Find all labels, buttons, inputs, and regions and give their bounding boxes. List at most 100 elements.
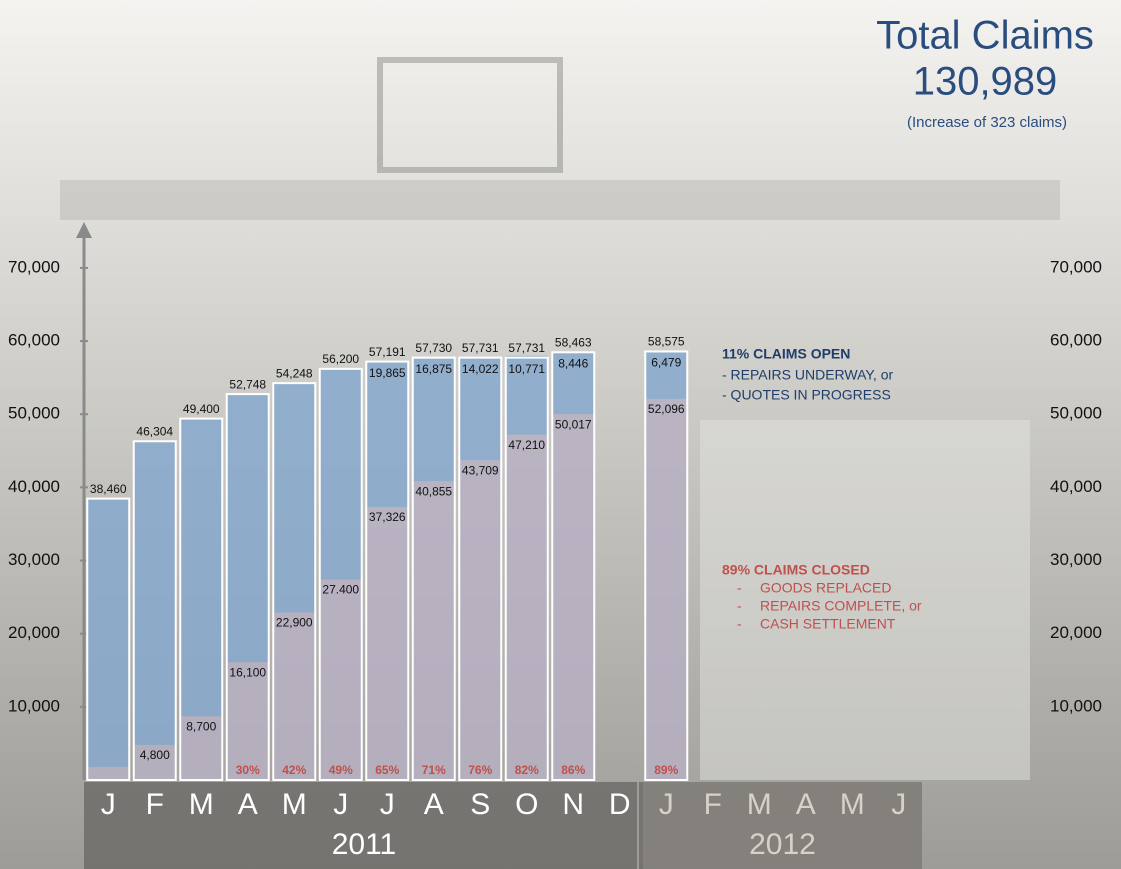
open-label: 14,022 bbox=[462, 362, 499, 376]
month-label: O bbox=[515, 788, 538, 821]
bar-outline bbox=[458, 356, 503, 781]
month-label: F bbox=[146, 788, 164, 821]
closed-segment bbox=[552, 414, 595, 780]
background-sign bbox=[377, 57, 563, 173]
month-label: M bbox=[282, 788, 307, 821]
closed-segment bbox=[366, 506, 409, 780]
increase-note: (Increase of 323 claims) bbox=[907, 114, 1067, 131]
closed-heading: 89% CLAIMS CLOSED bbox=[722, 562, 870, 578]
open-segment bbox=[133, 441, 176, 745]
closed-label: 37,326 bbox=[369, 510, 406, 524]
bar-outline bbox=[272, 382, 317, 781]
closed-segment bbox=[133, 744, 176, 780]
percent-label: 86% bbox=[561, 763, 585, 777]
open-label: 6,479 bbox=[651, 356, 681, 370]
total-label: 58,575 bbox=[648, 335, 685, 349]
closed-label: 16,100 bbox=[229, 665, 266, 679]
closed-segment bbox=[645, 398, 688, 780]
month-label: A bbox=[238, 788, 258, 821]
y-tick-label: 20,000 bbox=[8, 623, 60, 642]
open-segment bbox=[366, 361, 409, 507]
month-label: A bbox=[796, 788, 816, 821]
open-segment bbox=[319, 368, 362, 580]
year-label: 2012 bbox=[749, 828, 816, 861]
total-label: 38,460 bbox=[90, 482, 127, 496]
month-label: M bbox=[747, 788, 772, 821]
open-heading: 11% CLAIMS OPEN bbox=[722, 346, 850, 362]
y-tick-label: 60,000 bbox=[8, 331, 60, 350]
percent-label: 71% bbox=[422, 763, 446, 777]
bar-outline bbox=[644, 350, 689, 781]
closed-segment bbox=[87, 766, 130, 780]
total-label: 46,304 bbox=[136, 424, 173, 438]
percent-label: 30% bbox=[236, 763, 260, 777]
chart-title: Total Claims bbox=[876, 14, 1094, 58]
percent-label: 42% bbox=[282, 763, 306, 777]
bar-outline bbox=[179, 417, 224, 781]
bar-outline bbox=[132, 440, 177, 781]
open-segment bbox=[412, 357, 455, 482]
total-label: 57,731 bbox=[508, 341, 545, 355]
closed-item: REPAIRS COMPLETE, or bbox=[760, 598, 922, 614]
closed-segment bbox=[319, 579, 362, 780]
closed-segment bbox=[226, 662, 269, 780]
open-label: 16,875 bbox=[415, 362, 452, 376]
closed-label: 43,709 bbox=[462, 463, 499, 477]
y2-tick-label: 10,000 bbox=[1050, 696, 1102, 715]
closed-bullet: - bbox=[737, 616, 742, 632]
month-label: S bbox=[470, 788, 490, 821]
month-label: J bbox=[101, 788, 116, 821]
percent-label: 65% bbox=[375, 763, 399, 777]
bar-outline bbox=[504, 356, 549, 781]
percent-label: 49% bbox=[329, 763, 353, 777]
month-label: J bbox=[380, 788, 395, 821]
y2-tick-label: 70,000 bbox=[1050, 257, 1102, 276]
closed-segment bbox=[505, 434, 548, 780]
open-segment bbox=[645, 351, 688, 399]
closed-segment bbox=[412, 481, 455, 780]
bar-outline bbox=[86, 497, 131, 781]
percent-label: 76% bbox=[468, 763, 492, 777]
background-roof bbox=[60, 180, 1060, 220]
closed-segment bbox=[273, 612, 316, 780]
open-segment bbox=[87, 498, 130, 767]
y2-tick-label: 50,000 bbox=[1050, 404, 1102, 423]
closed-bullet: - bbox=[737, 598, 742, 614]
closed-label: 27.400 bbox=[322, 583, 359, 597]
year-label: 2011 bbox=[332, 828, 397, 861]
open-item: - QUOTES IN PROGRESS bbox=[722, 387, 891, 403]
closed-label: 22,900 bbox=[276, 616, 313, 630]
y-tick-label: 30,000 bbox=[8, 550, 60, 569]
y-axis-arrow bbox=[76, 222, 92, 238]
total-label: 52,748 bbox=[229, 377, 266, 391]
closed-segment bbox=[459, 460, 502, 780]
y-tick-label: 70,000 bbox=[8, 257, 60, 276]
closed-segment bbox=[180, 716, 223, 780]
bar-outline bbox=[411, 356, 456, 781]
open-item: - REPAIRS UNDERWAY, or bbox=[722, 367, 893, 383]
open-segment bbox=[226, 394, 269, 663]
total-label: 57,730 bbox=[415, 341, 452, 355]
y2-tick-label: 20,000 bbox=[1050, 623, 1102, 642]
month-label: D bbox=[609, 788, 631, 821]
y-tick-label: 50,000 bbox=[8, 404, 60, 423]
month-band-2012 bbox=[643, 782, 922, 869]
closed-label: 47,210 bbox=[508, 438, 545, 452]
total-label: 49,400 bbox=[183, 402, 220, 416]
y2-tick-label: 40,000 bbox=[1050, 477, 1102, 496]
bar-outline bbox=[365, 360, 410, 781]
closed-label: 50,017 bbox=[555, 417, 592, 431]
y2-tick-label: 60,000 bbox=[1050, 331, 1102, 350]
percent-label: 82% bbox=[515, 763, 539, 777]
closed-label: 8,700 bbox=[186, 720, 216, 734]
bar-outline bbox=[225, 393, 270, 781]
y-tick-label: 10,000 bbox=[8, 696, 60, 715]
open-label: 8,446 bbox=[558, 356, 588, 370]
total-label: 57,731 bbox=[462, 341, 499, 355]
closed-label: 40,855 bbox=[415, 484, 452, 498]
bar-outline bbox=[318, 367, 363, 781]
percent-label: 89% bbox=[654, 763, 678, 777]
month-label: J bbox=[333, 788, 348, 821]
open-segment bbox=[505, 355, 548, 435]
